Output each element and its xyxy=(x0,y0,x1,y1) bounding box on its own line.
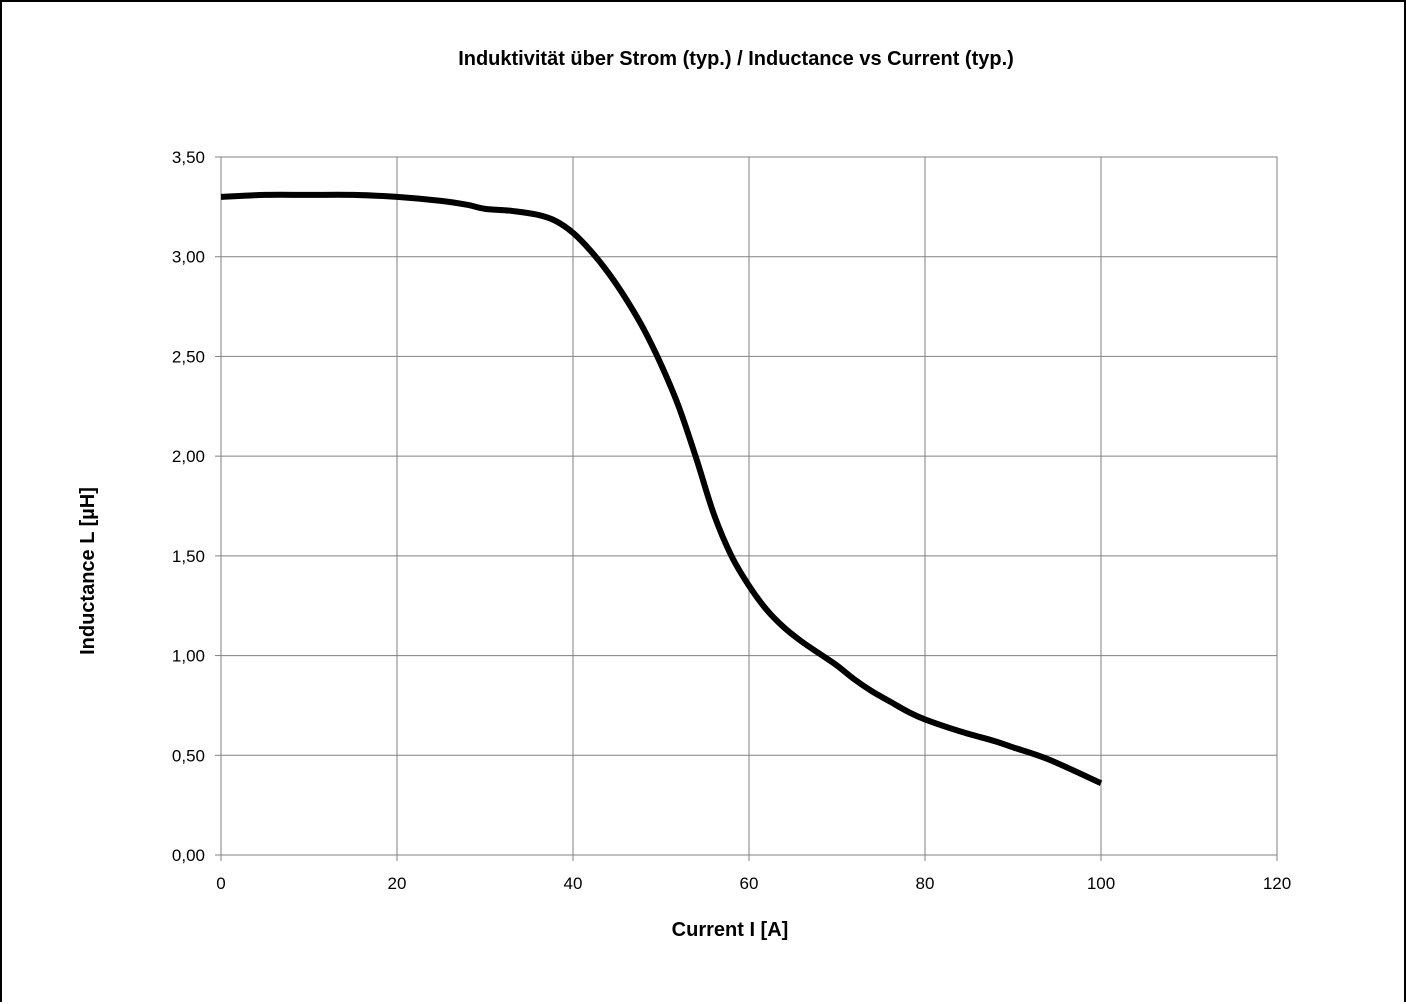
x-axis-title: Current I [A] xyxy=(672,919,789,941)
x-tick-label: 120 xyxy=(1263,874,1291,893)
x-tick-label: 60 xyxy=(740,874,759,893)
y-axis-title: Inductance L [µH] xyxy=(77,487,99,655)
y-tick-label: 1,00 xyxy=(172,647,205,666)
y-tick-label: 0,00 xyxy=(172,846,205,865)
y-tick-label: 0,50 xyxy=(172,746,205,765)
y-tick-label: 2,00 xyxy=(172,447,205,466)
y-tick-label: 3,50 xyxy=(172,148,205,167)
grid xyxy=(221,157,1277,855)
tick-labels: 0 20 40 60 80 100 120 0,00 0,50 1,00 1,50 2,00 2,50 3… xyxy=(172,148,1291,893)
x-tick-label: 100 xyxy=(1087,874,1115,893)
y-tick-label: 2,50 xyxy=(172,347,205,366)
x-tick-label: 20 xyxy=(388,874,407,893)
series-line xyxy=(220,191,1103,786)
y-tick-label: 3,00 xyxy=(172,248,205,267)
x-tick-label: 0 xyxy=(216,874,225,893)
x-tick-label: 80 xyxy=(916,874,935,893)
series-group xyxy=(220,191,1103,786)
x-tick-label: 40 xyxy=(564,874,583,893)
y-tick-label: 1,50 xyxy=(172,547,205,566)
chart-title: Induktivität über Strom (typ.) / Inducta… xyxy=(458,48,1014,70)
